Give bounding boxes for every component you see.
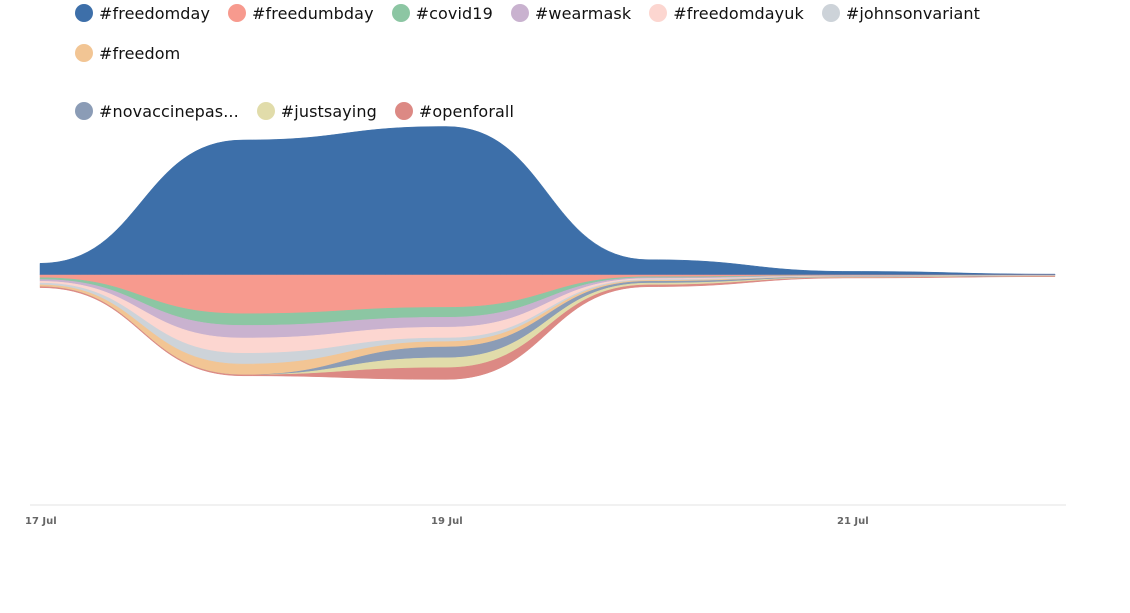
legend-item-johnsonvariant[interactable]: #johnsonvariant bbox=[821, 2, 981, 24]
stream-openforall[interactable] bbox=[39, 276, 1056, 380]
legend-swatch bbox=[394, 102, 413, 120]
stream-freedomday[interactable] bbox=[39, 126, 1056, 276]
legend-item-novaccinepas[interactable]: #novaccinepas... bbox=[75, 100, 239, 122]
legend-swatch bbox=[228, 4, 247, 22]
legend-label: #freedomdayuk bbox=[673, 3, 804, 23]
stream-layers bbox=[39, 126, 1056, 380]
legend-swatch bbox=[75, 102, 93, 120]
legend-item-covid19[interactable]: #covid19 bbox=[391, 2, 493, 24]
legend-item-justsaying[interactable]: #justsaying bbox=[256, 100, 377, 122]
legend-swatch bbox=[821, 4, 840, 22]
legend-label: #freedumbday bbox=[252, 3, 374, 23]
x-axis-ticks: 17 Jul 19 Jul 21 Jul bbox=[25, 516, 869, 527]
legend-label: #wearmask bbox=[534, 3, 632, 23]
legend-label: #covid19 bbox=[415, 3, 493, 23]
x-tick-label: 19 Jul bbox=[431, 516, 463, 527]
legend-item-wearmask[interactable]: #wearmask bbox=[510, 2, 632, 24]
legend-label: #justsaying bbox=[280, 101, 377, 121]
x-tick-label: 17 Jul bbox=[25, 516, 57, 527]
legend-swatch bbox=[256, 102, 275, 120]
legend-swatch bbox=[391, 4, 410, 22]
legend-label: #freedomday bbox=[99, 3, 211, 23]
x-tick-label: 21 Jul bbox=[837, 516, 869, 527]
legend-label: #johnsonvariant bbox=[845, 3, 981, 23]
legend-item-freedom[interactable]: #freedom bbox=[75, 42, 180, 64]
legend-label: #novaccinepas... bbox=[99, 101, 239, 121]
legend-label: #freedom bbox=[99, 43, 181, 63]
legend-swatch bbox=[75, 44, 93, 62]
legend-item-freedumbday[interactable]: #freedumbday bbox=[228, 2, 374, 24]
legend-label: #openforall bbox=[418, 101, 514, 121]
legend-swatch bbox=[649, 4, 668, 22]
chart-legend: #freedomday #freedumbday #covid19 #wearmask… bbox=[75, 0, 1115, 122]
legend-item-freedomdayuk[interactable]: #freedomdayuk bbox=[649, 2, 804, 24]
legend-swatch bbox=[75, 4, 93, 22]
legend-item-openforall[interactable]: #openforall bbox=[394, 100, 514, 122]
legend-item-freedomday[interactable]: #freedomday bbox=[75, 2, 210, 24]
legend-swatch bbox=[510, 4, 529, 22]
